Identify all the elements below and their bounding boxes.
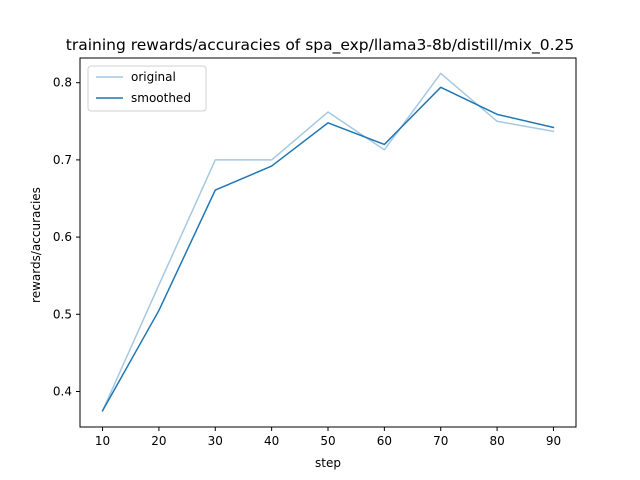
y-tick-label: 0.4 xyxy=(53,384,72,398)
legend-item-original: original xyxy=(96,70,176,84)
legend-label: original xyxy=(131,70,176,84)
x-axis-label: step xyxy=(315,456,341,470)
y-tick-label: 0.6 xyxy=(53,230,72,244)
x-tick-label: 90 xyxy=(546,434,561,448)
axes: 10 20 30 40 50 60 70 80 90 0.4 0.5 0.6 0.7 0.8 xyxy=(53,57,577,448)
legend: original smoothed xyxy=(87,65,207,112)
chart-title: training rewards/accuracies of spa_exp/l… xyxy=(66,36,574,55)
series-smoothed xyxy=(101,86,555,412)
x-tick-label: 50 xyxy=(320,434,335,448)
x-tick-label: 70 xyxy=(433,434,448,448)
x-tick-label: 60 xyxy=(377,434,392,448)
x-tick-label: 20 xyxy=(151,434,166,448)
x-tick-label: 10 xyxy=(95,434,110,448)
y-tick-label: 0.5 xyxy=(53,307,72,321)
plot-area xyxy=(101,72,555,412)
legend-item-smoothed: smoothed xyxy=(96,91,191,105)
x-tick-label: 30 xyxy=(208,434,223,448)
y-tick-label: 0.8 xyxy=(53,76,72,90)
y-tick-label: 0.7 xyxy=(53,153,72,167)
x-tick-label: 80 xyxy=(489,434,504,448)
x-tick-label: 40 xyxy=(264,434,279,448)
legend-label: smoothed xyxy=(131,91,191,105)
series-line-smoothed xyxy=(101,86,555,412)
y-axis-label: rewards/accuracies xyxy=(29,187,43,303)
